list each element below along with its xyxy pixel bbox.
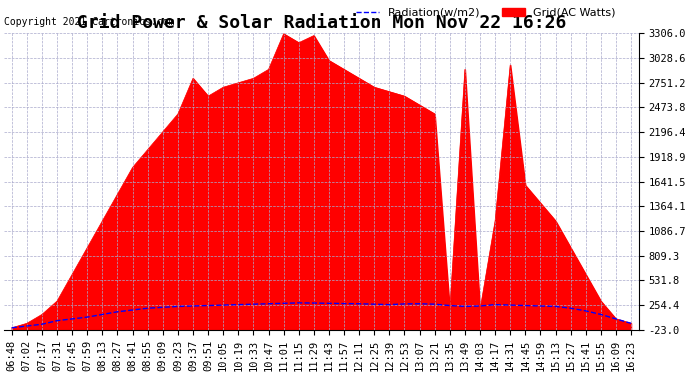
Title: Grid Power & Solar Radiation Mon Nov 22 16:26: Grid Power & Solar Radiation Mon Nov 22 … bbox=[77, 14, 566, 32]
Legend: Radiation(w/m2), Grid(AC Watts): Radiation(w/m2), Grid(AC Watts) bbox=[352, 3, 620, 22]
Text: Copyright 2021 Cartronics.com: Copyright 2021 Cartronics.com bbox=[4, 17, 175, 27]
